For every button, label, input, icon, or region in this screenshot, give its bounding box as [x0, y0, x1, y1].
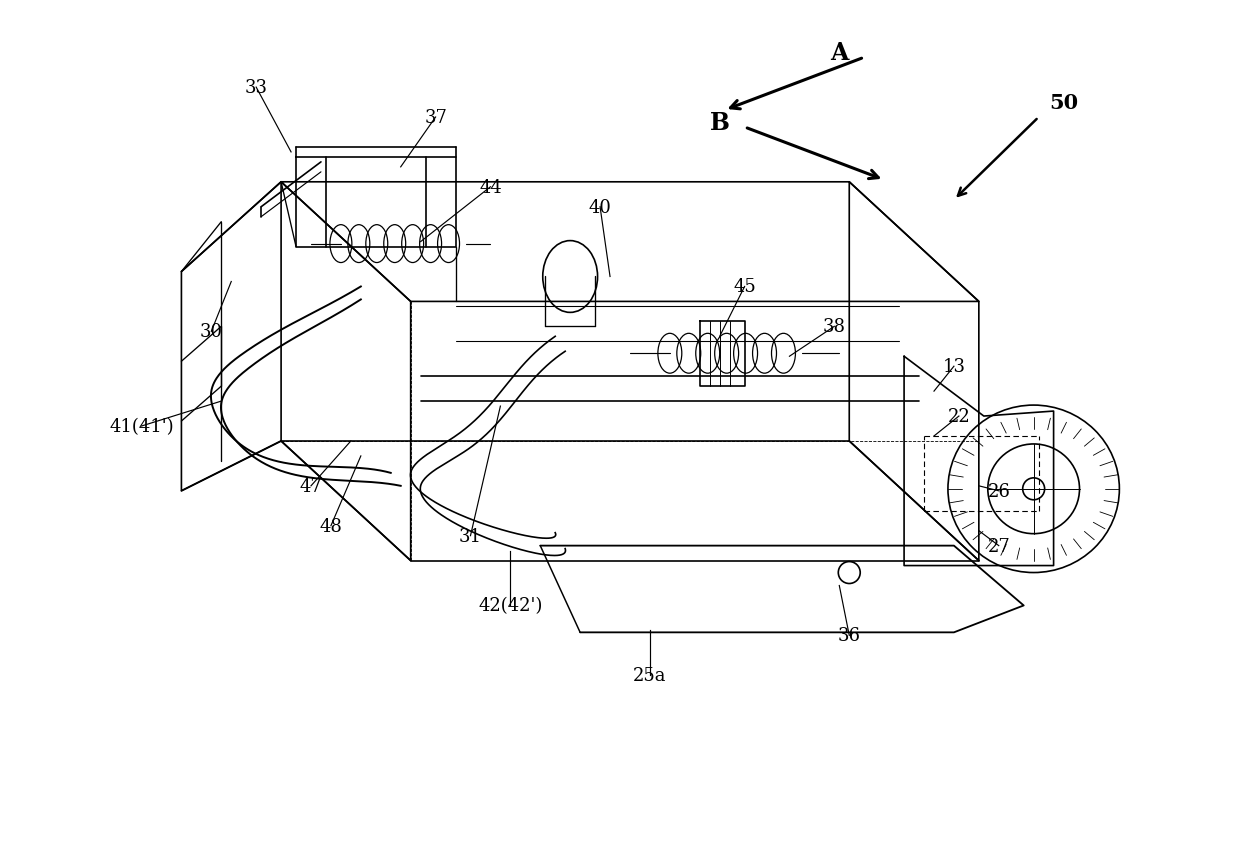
- Text: 47: 47: [300, 477, 322, 495]
- Text: 31: 31: [459, 527, 482, 545]
- Text: 40: 40: [589, 199, 611, 216]
- Text: A: A: [830, 41, 848, 65]
- Text: 42(42'): 42(42'): [479, 597, 543, 615]
- Text: 37: 37: [424, 108, 448, 127]
- Text: 38: 38: [823, 318, 846, 336]
- Text: 36: 36: [838, 627, 861, 645]
- Text: 13: 13: [942, 358, 966, 375]
- Text: 33: 33: [244, 79, 268, 97]
- Text: 50: 50: [1049, 93, 1078, 113]
- Text: 25a: 25a: [634, 666, 667, 684]
- Text: 26: 26: [987, 482, 1011, 500]
- Text: 22: 22: [947, 407, 970, 425]
- Text: 27: 27: [987, 537, 1011, 555]
- Text: 30: 30: [200, 323, 223, 341]
- Text: 41(41'): 41(41'): [109, 418, 174, 436]
- Text: B: B: [709, 111, 729, 135]
- Text: 44: 44: [479, 178, 502, 196]
- Text: 48: 48: [320, 517, 342, 535]
- Text: 45: 45: [733, 278, 756, 296]
